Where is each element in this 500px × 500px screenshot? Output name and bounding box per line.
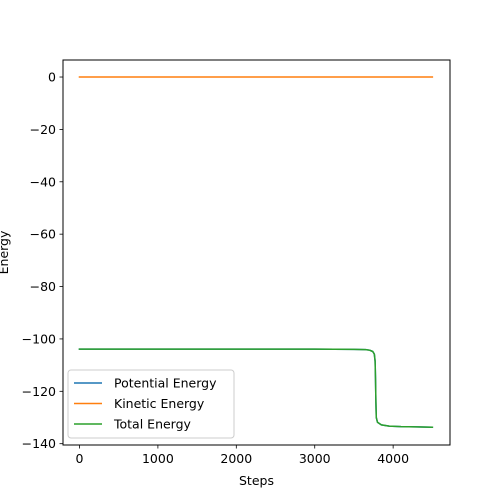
legend-label: Kinetic Energy [114, 396, 205, 411]
y-tick-label: −20 [30, 122, 56, 137]
legend: Potential Energy Kinetic Energy Total Ener… [67, 369, 235, 439]
y-tick-label: −140 [22, 436, 56, 451]
y-tick-label: −80 [30, 279, 56, 294]
y-tick-label: −120 [22, 384, 56, 399]
y-tick-label: −60 [30, 227, 56, 242]
x-tick-label: 1000 [142, 451, 174, 466]
legend-box [67, 369, 235, 439]
ticks-layer: 0 1000 2000 3000 4000 0 −20 −40 −60 −80 −100 −120 −1… [22, 70, 409, 466]
x-tick-label: 0 [75, 451, 83, 466]
series-line-2 [78, 348, 434, 428]
x-tick-label: 4000 [377, 451, 409, 466]
y-axis-label: Energy [0, 230, 11, 274]
x-tick-label: 2000 [220, 451, 252, 466]
y-tick-label: 0 [48, 70, 56, 85]
legend-label: Potential Energy [114, 376, 217, 391]
y-tick-label: −40 [30, 174, 56, 189]
y-tick-label: −100 [22, 331, 56, 346]
x-axis-label: Steps [239, 473, 274, 488]
legend-label: Total Energy [113, 417, 192, 432]
series-layer [78, 76, 434, 428]
x-tick-label: 3000 [299, 451, 331, 466]
plot-frame [62, 59, 451, 446]
